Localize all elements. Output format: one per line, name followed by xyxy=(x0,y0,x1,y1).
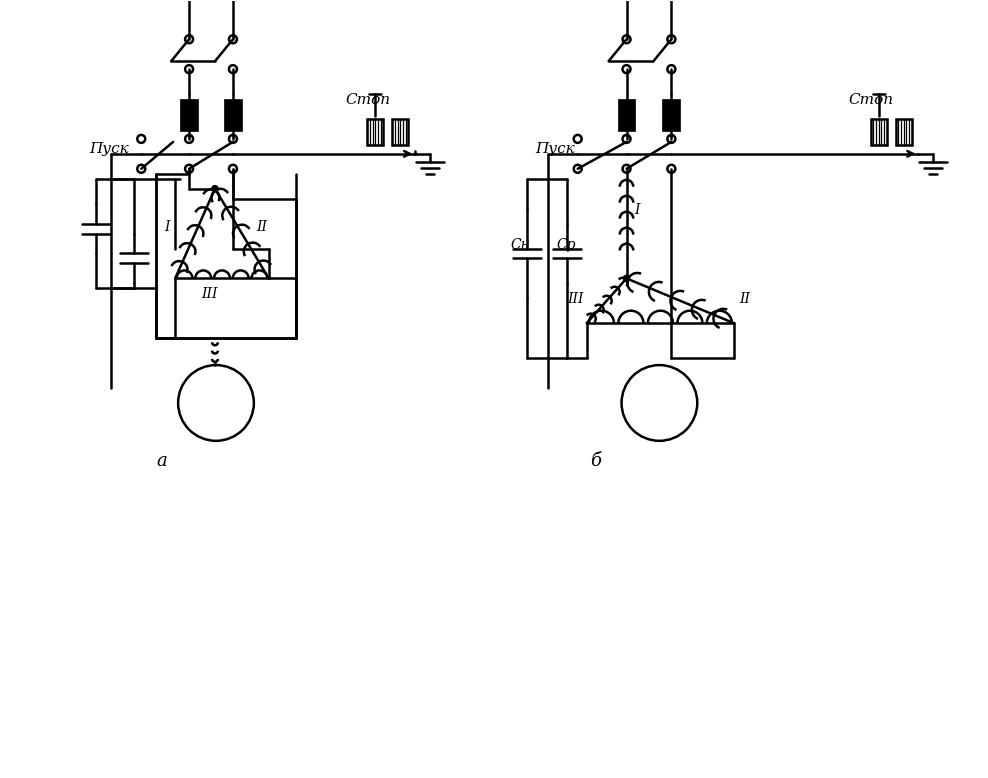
Text: Пуск: Пуск xyxy=(90,142,129,156)
Text: III: III xyxy=(201,287,217,301)
Circle shape xyxy=(211,185,218,192)
Bar xyxy=(392,119,408,145)
Bar xyxy=(368,119,383,145)
Text: II: II xyxy=(739,293,750,307)
Text: III: III xyxy=(567,293,583,307)
Bar xyxy=(180,99,198,131)
Bar xyxy=(662,99,681,131)
Text: Стоп: Стоп xyxy=(346,93,390,107)
Bar xyxy=(895,119,912,145)
Text: б: б xyxy=(590,452,601,470)
Text: Пуск: Пуск xyxy=(535,142,575,156)
Circle shape xyxy=(623,275,630,282)
Text: I: I xyxy=(634,202,640,216)
Text: Стоп: Стоп xyxy=(849,93,894,107)
Bar xyxy=(870,119,886,145)
Text: a: a xyxy=(156,452,167,470)
Text: Cр: Cр xyxy=(557,237,576,251)
Text: I: I xyxy=(164,219,170,233)
Text: Cн: Cн xyxy=(511,237,531,251)
Text: II: II xyxy=(256,219,267,233)
Bar xyxy=(618,99,635,131)
Bar xyxy=(224,99,242,131)
